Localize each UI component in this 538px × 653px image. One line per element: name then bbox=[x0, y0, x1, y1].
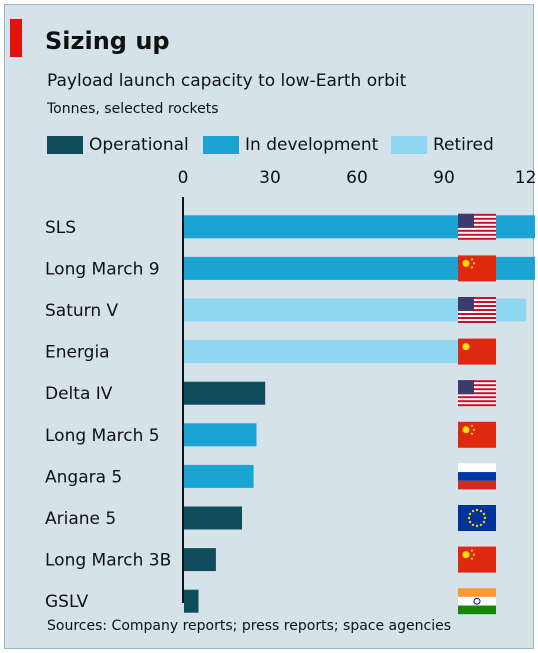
eu-flag-icon bbox=[458, 505, 496, 531]
china-flag-icon bbox=[458, 255, 496, 282]
bar bbox=[184, 298, 527, 322]
chart-title: Sizing up bbox=[45, 27, 170, 55]
category-label: GSLV bbox=[45, 592, 89, 612]
category-label: SLS bbox=[45, 218, 76, 238]
legend-swatch-retired bbox=[391, 136, 427, 154]
x-tick-label: 90 bbox=[433, 168, 455, 188]
bar bbox=[184, 423, 257, 447]
usa-flag-icon bbox=[458, 213, 496, 240]
legend-item-operational: Operational bbox=[47, 133, 189, 157]
category-label: Energia bbox=[45, 343, 110, 363]
legend-swatch-in-development bbox=[203, 136, 239, 154]
bar bbox=[184, 548, 216, 572]
category-label: Saturn V bbox=[45, 301, 119, 321]
legend-item-retired: Retired bbox=[391, 133, 494, 157]
legend-label-retired: Retired bbox=[433, 135, 494, 155]
category-label: Long March 5 bbox=[45, 426, 160, 446]
bar bbox=[184, 381, 266, 405]
india-flag-icon bbox=[458, 588, 496, 615]
usa-flag-icon bbox=[458, 380, 496, 407]
brand-tag bbox=[10, 19, 22, 57]
chart-units: Tonnes, selected rockets bbox=[47, 101, 219, 117]
category-label: Long March 9 bbox=[45, 259, 160, 279]
bar bbox=[184, 506, 242, 530]
bar bbox=[184, 340, 474, 364]
china-flag-icon bbox=[458, 421, 496, 448]
chart-subtitle: Payload launch capacity to low-Earth orb… bbox=[47, 71, 407, 91]
legend-label-operational: Operational bbox=[89, 135, 189, 155]
category-label: Angara 5 bbox=[45, 467, 122, 487]
x-tick-label: 30 bbox=[259, 168, 281, 188]
bar bbox=[184, 215, 535, 239]
chart-source: Sources: Company reports; press reports;… bbox=[47, 618, 451, 634]
china-flag-icon bbox=[458, 546, 496, 573]
x-tick-label: 0 bbox=[178, 168, 189, 188]
category-label: Long March 3B bbox=[45, 551, 171, 571]
category-label: Delta IV bbox=[45, 384, 113, 404]
x-tick-label: 120 bbox=[515, 168, 535, 188]
legend-label-in-development: In development bbox=[245, 135, 379, 155]
bar bbox=[184, 256, 535, 280]
legend-item-in-development: In development bbox=[203, 133, 378, 157]
category-label: Ariane 5 bbox=[45, 509, 116, 529]
ussr-flag-icon bbox=[458, 338, 496, 365]
bar bbox=[184, 464, 254, 488]
legend-swatch-operational bbox=[47, 136, 83, 154]
usa-flag-icon bbox=[458, 297, 496, 323]
russia-flag-icon bbox=[458, 463, 496, 490]
bar bbox=[184, 589, 199, 613]
x-tick-label: 60 bbox=[346, 168, 368, 188]
